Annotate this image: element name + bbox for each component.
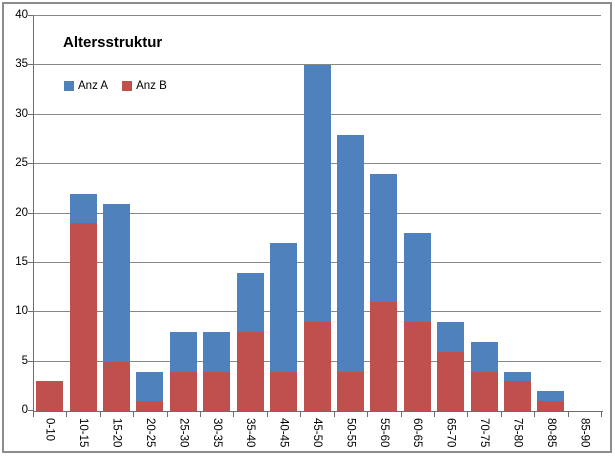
- bar-segment-anz-a[interactable]: [503, 371, 531, 382]
- x-axis-category-label: 30-35: [210, 418, 223, 448]
- x-axis-tick: [33, 412, 34, 417]
- y-axis-tick: [28, 311, 33, 313]
- x-axis-tick: [433, 412, 435, 417]
- y-axis-tick: [28, 360, 33, 362]
- bar-segment-anz-a[interactable]: [103, 203, 131, 362]
- x-axis-category-label: 60-65: [411, 418, 424, 448]
- x-axis-category-label: 50-55: [344, 418, 357, 448]
- x-axis-tick: [333, 412, 335, 417]
- y-axis-tick-label: 35: [15, 58, 28, 71]
- bar-segment-anz-a[interactable]: [470, 341, 498, 372]
- x-axis-category-label: 75-80: [511, 418, 524, 448]
- legend: Anz A Anz B: [64, 80, 167, 92]
- x-axis-category-label: 0-10: [43, 418, 56, 442]
- x-axis-line: [33, 411, 603, 412]
- x-axis-tick: [233, 412, 235, 417]
- y-axis-tick-label: 5: [21, 354, 28, 367]
- bar-segment-anz-b[interactable]: [236, 332, 264, 411]
- bar-segment-anz-a[interactable]: [437, 322, 465, 352]
- bar-segment-anz-b[interactable]: [36, 381, 64, 411]
- bar-segment-anz-b[interactable]: [370, 302, 398, 411]
- x-axis-category-label: 80-85: [544, 418, 557, 448]
- bar-segment-anz-b[interactable]: [136, 401, 164, 411]
- bar-segment-anz-b[interactable]: [69, 223, 97, 411]
- legend-label: Anz A: [78, 80, 109, 92]
- x-axis-category-label: 70-75: [478, 418, 491, 448]
- bar-segment-anz-b[interactable]: [103, 361, 131, 411]
- x-axis-tick: [367, 412, 369, 417]
- bar-segment-anz-a[interactable]: [236, 272, 264, 332]
- x-axis-category-label: 65-70: [444, 418, 457, 448]
- bar-segment-anz-a[interactable]: [370, 174, 398, 303]
- y-gridline: [33, 15, 601, 16]
- x-axis-tick: [166, 412, 168, 417]
- bar-segment-anz-a[interactable]: [69, 193, 97, 224]
- bar-segment-anz-b[interactable]: [169, 371, 197, 411]
- x-axis-tick: [467, 412, 469, 417]
- bar-segment-anz-a[interactable]: [403, 233, 431, 323]
- bar-segment-anz-a[interactable]: [336, 134, 364, 372]
- bar-segment-anz-b[interactable]: [503, 381, 531, 411]
- x-axis-category-label: 25-30: [177, 418, 190, 448]
- y-axis-tick-label: 20: [15, 206, 28, 219]
- x-axis-tick: [400, 412, 402, 417]
- bar-segment-anz-b[interactable]: [537, 401, 565, 411]
- bar-segment-anz-a[interactable]: [270, 243, 298, 372]
- y-axis-tick: [28, 64, 33, 66]
- bar-segment-anz-b[interactable]: [470, 371, 498, 411]
- x-axis-category-label: 40-45: [277, 418, 290, 448]
- legend-swatch-icon: [64, 81, 74, 91]
- bar-segment-anz-b[interactable]: [403, 322, 431, 411]
- y-axis-tick: [28, 15, 33, 16]
- y-axis-tick-label: 0: [21, 404, 28, 416]
- y-axis-tick: [28, 163, 33, 165]
- x-axis-tick: [266, 412, 268, 417]
- y-axis-tick: [28, 113, 33, 115]
- y-axis-tick: [28, 410, 33, 411]
- x-axis-category-label: 45-50: [311, 418, 323, 448]
- chart-title: Altersstruktur: [63, 34, 163, 51]
- y-axis-tick-label: 15: [15, 255, 28, 268]
- x-axis-category-label: 55-60: [377, 418, 390, 448]
- x-axis-tick: [500, 412, 502, 417]
- x-axis-tick: [601, 412, 602, 417]
- x-axis-tick: [99, 412, 101, 417]
- y-axis-tick: [28, 212, 33, 214]
- bar-segment-anz-a[interactable]: [303, 65, 331, 323]
- legend-label: Anz B: [136, 80, 167, 92]
- bar-segment-anz-b[interactable]: [270, 371, 298, 411]
- x-axis-tick: [200, 412, 202, 417]
- y-gridline: [33, 64, 601, 66]
- x-axis-tick: [567, 412, 569, 417]
- chart-frame-border: [2, 2, 612, 453]
- bar-segment-anz-a[interactable]: [136, 371, 164, 402]
- x-axis-category-label: 35-40: [244, 418, 257, 448]
- y-axis-tick-label: 40: [15, 9, 28, 21]
- legend-swatch-icon: [122, 81, 133, 91]
- x-axis-tick: [534, 412, 536, 417]
- x-axis-tick: [300, 412, 302, 417]
- bar-segment-anz-b[interactable]: [303, 322, 331, 411]
- x-axis-category-label: 10-15: [77, 418, 90, 448]
- x-axis-category-label: 15-20: [110, 418, 123, 448]
- x-axis-tick: [66, 412, 68, 417]
- y-axis-tick-label: 10: [15, 305, 28, 318]
- bar-segment-anz-a[interactable]: [203, 332, 231, 372]
- y-axis-tick-label: 25: [15, 157, 28, 170]
- legend-item-anz-b[interactable]: Anz B: [122, 80, 167, 92]
- y-axis-line: [33, 16, 34, 411]
- x-axis-tick: [133, 412, 135, 417]
- x-axis-category-label: 20-25: [143, 418, 156, 448]
- legend-item-anz-a[interactable]: Anz A: [64, 80, 108, 92]
- y-axis-tick: [28, 261, 33, 263]
- bar-segment-anz-b[interactable]: [336, 371, 364, 411]
- x-axis-category-label: 85-90: [578, 418, 591, 448]
- bar-segment-anz-b[interactable]: [203, 371, 231, 411]
- bar-segment-anz-b[interactable]: [437, 351, 465, 411]
- bar-segment-anz-a[interactable]: [169, 332, 197, 372]
- bar-segment-anz-a[interactable]: [537, 391, 565, 402]
- y-axis-tick-label: 30: [15, 107, 28, 120]
